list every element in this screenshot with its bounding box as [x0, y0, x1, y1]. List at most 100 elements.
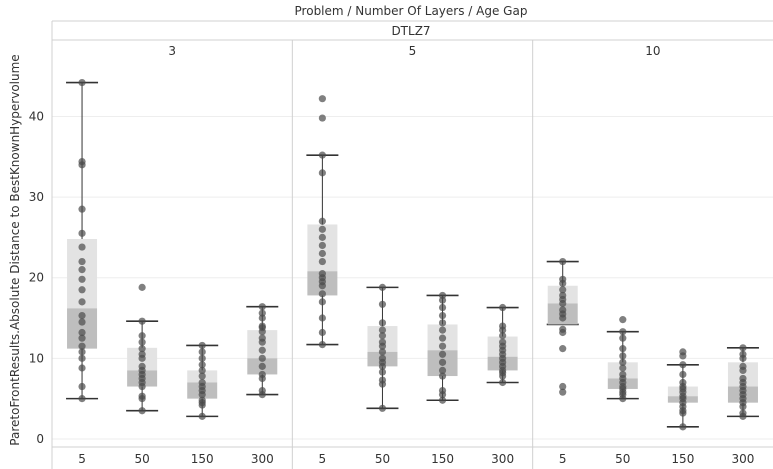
- data-point: [438, 334, 447, 342]
- data-point: [438, 366, 447, 375]
- data-point: [378, 368, 387, 376]
- data-point: [559, 291, 567, 300]
- x-tick-label: 150: [191, 452, 214, 466]
- data-point: [198, 378, 206, 387]
- data-point: [198, 396, 206, 404]
- plot-area: 0 10 20 30 40 3 5 50 150 300 5 5 50 150 300 10 5 50 150 300: [29, 20, 773, 469]
- data-point: [138, 345, 146, 353]
- data-point: [78, 328, 86, 337]
- data-point: [679, 423, 687, 431]
- data-point: [78, 334, 86, 342]
- data-point: [78, 395, 86, 403]
- y-tick-label: 20: [29, 271, 44, 285]
- data-point: [679, 378, 687, 387]
- data-point: [318, 249, 326, 258]
- data-point: [378, 283, 387, 291]
- data-point: [739, 350, 747, 358]
- data-point: [78, 243, 86, 251]
- x-tick-label: 5: [319, 452, 327, 466]
- data-point: [438, 291, 447, 300]
- data-point: [378, 354, 387, 362]
- data-point: [318, 314, 326, 322]
- data-point: [739, 362, 747, 370]
- data-point: [78, 348, 86, 356]
- data-point: [619, 358, 627, 366]
- data-point: [739, 374, 747, 383]
- x-tick-label: 150: [431, 452, 454, 466]
- x-tick-label: 50: [615, 452, 630, 466]
- data-point: [559, 306, 567, 314]
- data-point: [258, 322, 266, 330]
- data-point: [258, 354, 266, 362]
- panel-label: 10: [645, 44, 660, 58]
- data-point: [438, 350, 447, 358]
- data-point: [318, 151, 326, 159]
- data-point: [438, 386, 447, 395]
- data-point: [78, 318, 86, 326]
- data-point: [78, 275, 86, 283]
- data-point: [78, 205, 86, 213]
- x-tick-label: 300: [732, 452, 755, 466]
- data-point: [138, 332, 146, 340]
- data-point: [78, 266, 86, 274]
- data-point: [438, 303, 447, 312]
- y-tick-label: 40: [29, 109, 44, 123]
- data-point: [559, 388, 567, 396]
- panel-label: 5: [409, 44, 417, 58]
- data-point: [559, 286, 567, 294]
- data-point: [679, 370, 687, 379]
- data-point: [559, 325, 567, 333]
- chart-header: Problem / Number Of Layers / Age Gap: [295, 4, 528, 18]
- data-point: [318, 341, 326, 349]
- data-point: [318, 290, 326, 298]
- data-point: [619, 345, 627, 353]
- data-point: [438, 342, 447, 350]
- data-point: [438, 319, 447, 327]
- data-point: [318, 95, 326, 103]
- data-point: [679, 361, 687, 369]
- y-tick-label: 10: [29, 351, 44, 365]
- data-point: [198, 412, 206, 420]
- data-point: [78, 354, 86, 362]
- x-tick-label: 5: [78, 452, 86, 466]
- data-point: [198, 348, 206, 356]
- data-point: [138, 338, 146, 346]
- data-point: [258, 346, 266, 354]
- data-point: [499, 378, 507, 387]
- data-point: [318, 328, 326, 337]
- data-point: [318, 298, 326, 306]
- data-point: [619, 364, 627, 372]
- data-point: [619, 328, 627, 336]
- data-point: [378, 326, 387, 334]
- y-axis-label: ParetoFrontResults.Absolute Distance to …: [8, 54, 22, 445]
- data-point: [499, 322, 507, 330]
- data-point: [378, 348, 387, 356]
- data-point: [378, 300, 387, 308]
- data-point: [559, 257, 567, 266]
- data-point: [78, 286, 86, 294]
- x-tick-label: 150: [671, 452, 694, 466]
- data-point: [198, 354, 206, 362]
- data-point: [258, 334, 266, 342]
- data-point: [499, 338, 507, 346]
- data-point: [138, 317, 146, 325]
- data-point: [198, 341, 206, 350]
- data-point: [438, 372, 447, 380]
- data-point: [679, 348, 687, 356]
- x-tick-label: 50: [134, 452, 149, 466]
- data-point: [739, 409, 747, 417]
- data-point: [619, 316, 627, 324]
- data-point: [378, 404, 387, 412]
- data-point: [318, 114, 326, 122]
- data-point: [619, 370, 627, 379]
- data-point: [318, 225, 326, 233]
- data-point: [78, 298, 86, 306]
- data-point: [138, 362, 146, 370]
- data-point: [138, 350, 146, 358]
- data-point: [499, 332, 507, 340]
- data-point: [78, 78, 86, 87]
- data-point: [378, 319, 387, 327]
- data-point: [138, 283, 146, 291]
- x-tick-label: 5: [559, 452, 567, 466]
